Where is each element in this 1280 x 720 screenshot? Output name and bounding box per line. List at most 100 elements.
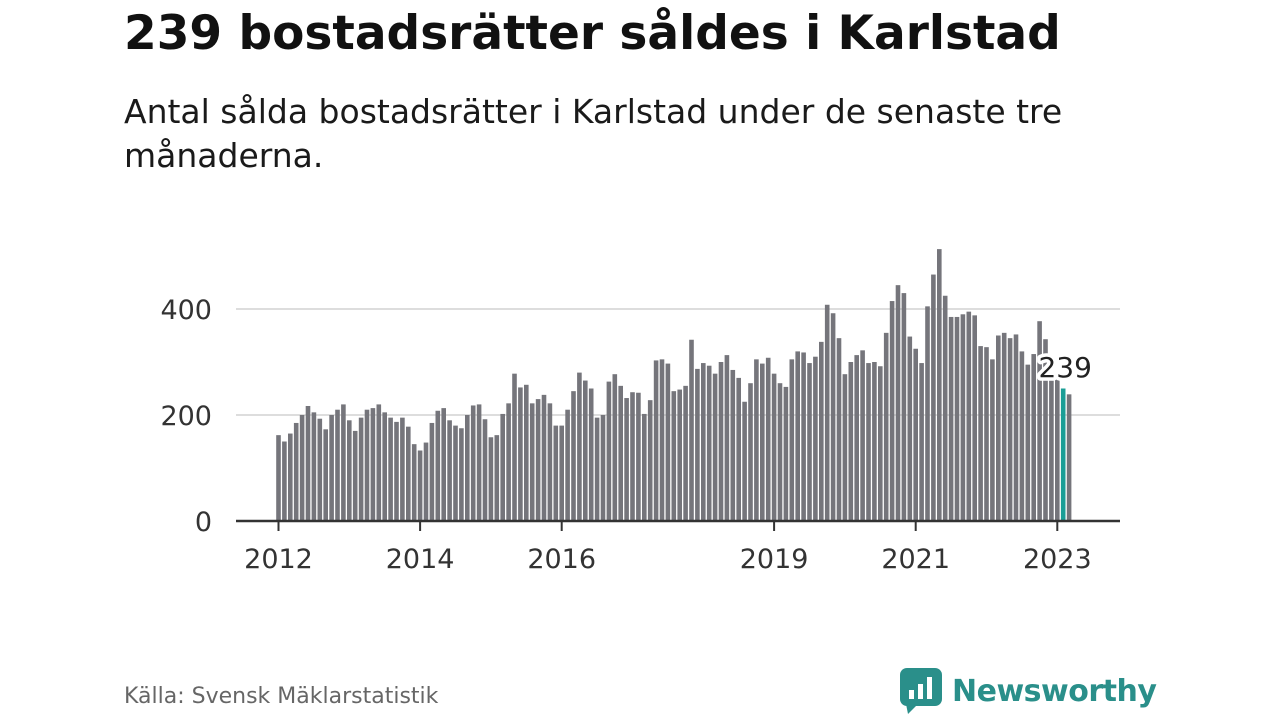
- bar: [948, 316, 954, 521]
- bar: [606, 381, 612, 521]
- bar: [813, 356, 818, 521]
- bar: [706, 365, 712, 521]
- bar: [441, 408, 446, 521]
- bar: [960, 314, 966, 521]
- bar: [276, 435, 281, 521]
- bar: [388, 417, 393, 521]
- bar: [730, 369, 736, 521]
- x-tick-label: 2012: [244, 544, 313, 575]
- bar: [429, 422, 435, 521]
- bar: [978, 346, 983, 521]
- bar: [724, 355, 730, 521]
- bar: [931, 274, 936, 521]
- bar: [417, 450, 423, 521]
- bar: [335, 409, 340, 521]
- bar: [1001, 332, 1007, 521]
- bar: [836, 338, 842, 521]
- bar: [618, 385, 623, 521]
- bar: [506, 403, 511, 521]
- source-note: Källa: Svensk Mäklarstatistik: [124, 684, 439, 709]
- bar: [470, 405, 476, 521]
- bar: [394, 421, 399, 521]
- bar: [647, 400, 653, 521]
- bar: [500, 413, 505, 521]
- bar: [594, 417, 600, 521]
- brand-name: Newsworthy: [952, 673, 1157, 709]
- bar: [382, 412, 387, 521]
- bar: [624, 398, 629, 521]
- bar: [299, 415, 305, 521]
- bar: [459, 428, 464, 521]
- bar: [883, 332, 889, 521]
- bar: [653, 360, 659, 521]
- bar: [984, 347, 989, 521]
- bar: [311, 412, 317, 521]
- y-tick-label: 400: [160, 295, 212, 326]
- bar: [541, 394, 547, 521]
- chart-title: 239 bostadsrätter såldes i Karlstad: [124, 6, 1061, 61]
- bar: [718, 362, 724, 521]
- bar: [895, 285, 901, 521]
- bar: [1007, 338, 1013, 521]
- bar: [1060, 388, 1066, 521]
- x-tick-label: 2014: [386, 544, 455, 575]
- bar: [435, 410, 441, 521]
- bar: [1019, 351, 1025, 521]
- bar: [364, 409, 370, 521]
- bar: [400, 417, 405, 521]
- bar: [347, 420, 352, 521]
- bars: [276, 249, 1072, 522]
- bar: [907, 336, 913, 521]
- bar: [518, 387, 523, 521]
- bar: [494, 435, 500, 521]
- bar: [293, 422, 299, 521]
- bar: [889, 301, 895, 521]
- bar: [411, 444, 417, 521]
- bar: [1049, 371, 1054, 521]
- y-tick-label: 200: [160, 401, 212, 432]
- bar: [642, 413, 647, 521]
- bar: [482, 419, 488, 521]
- bar: [571, 391, 576, 521]
- bar: [305, 405, 311, 521]
- bar: [872, 362, 877, 521]
- value-label: 239: [1038, 351, 1091, 384]
- bar: [535, 399, 541, 521]
- brand-logo[interactable]: Newsworthy: [900, 668, 1157, 714]
- bar: [854, 355, 859, 521]
- bar: [476, 404, 482, 521]
- bar: [529, 403, 535, 521]
- bar: [677, 389, 682, 521]
- x-tick-label: 2016: [527, 544, 596, 575]
- bar: [771, 373, 777, 521]
- bar: [807, 363, 812, 521]
- bar: [913, 348, 918, 521]
- bar: [547, 403, 553, 521]
- bar: [1066, 394, 1072, 521]
- bar: [406, 426, 411, 521]
- bar: [465, 415, 470, 521]
- bar: [358, 417, 364, 521]
- bar: [742, 401, 747, 521]
- bar: [695, 368, 700, 521]
- bar: [842, 374, 848, 521]
- bar: [1031, 354, 1036, 521]
- bar: [1037, 321, 1042, 521]
- chart-subtitle: Antal sålda bostadsrätter i Karlstad und…: [124, 92, 1063, 175]
- bar: [789, 359, 795, 521]
- bar: [901, 293, 907, 521]
- bar: [1043, 339, 1048, 521]
- x-tick-label: 2021: [881, 544, 950, 575]
- bar: [795, 351, 800, 521]
- value-label-halo: 239: [1038, 351, 1091, 384]
- bar: [376, 404, 382, 521]
- bar: [636, 392, 641, 521]
- bar: [819, 341, 824, 521]
- bar: [942, 295, 948, 521]
- bar: [559, 425, 564, 521]
- bar: [341, 404, 346, 521]
- bar: [919, 363, 924, 521]
- bar: [488, 437, 494, 521]
- bar: [524, 384, 529, 521]
